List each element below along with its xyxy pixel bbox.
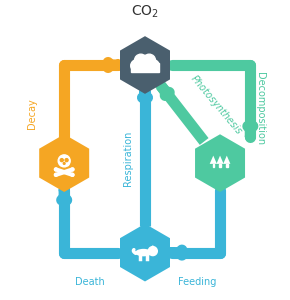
Text: Respiration: Respiration	[124, 131, 133, 187]
Polygon shape	[39, 134, 89, 192]
Bar	[226, 164, 228, 167]
Circle shape	[148, 247, 157, 256]
Bar	[131, 64, 159, 72]
Bar	[219, 164, 221, 167]
Circle shape	[135, 54, 147, 67]
Circle shape	[55, 168, 57, 171]
Bar	[213, 164, 214, 167]
Text: Decomposition: Decomposition	[255, 72, 265, 145]
Text: Decay: Decay	[28, 99, 37, 129]
Circle shape	[65, 159, 68, 162]
Polygon shape	[120, 224, 170, 281]
Circle shape	[58, 155, 70, 167]
Bar	[60, 161, 68, 165]
Polygon shape	[216, 156, 224, 164]
Circle shape	[55, 173, 57, 176]
Circle shape	[71, 168, 74, 171]
Polygon shape	[151, 245, 155, 247]
Polygon shape	[210, 156, 217, 164]
Circle shape	[63, 163, 65, 164]
Circle shape	[71, 173, 74, 176]
Circle shape	[131, 60, 143, 72]
Text: Photosynthesis: Photosynthesis	[188, 74, 243, 137]
Ellipse shape	[135, 249, 152, 256]
Polygon shape	[223, 156, 230, 164]
Circle shape	[60, 159, 63, 162]
Text: CO$_2$: CO$_2$	[131, 4, 159, 20]
Circle shape	[147, 60, 159, 72]
Polygon shape	[195, 134, 245, 192]
Polygon shape	[120, 36, 170, 94]
Text: Death: Death	[75, 277, 105, 287]
Circle shape	[143, 54, 155, 67]
Circle shape	[137, 56, 153, 72]
Text: Feeding: Feeding	[178, 277, 216, 287]
